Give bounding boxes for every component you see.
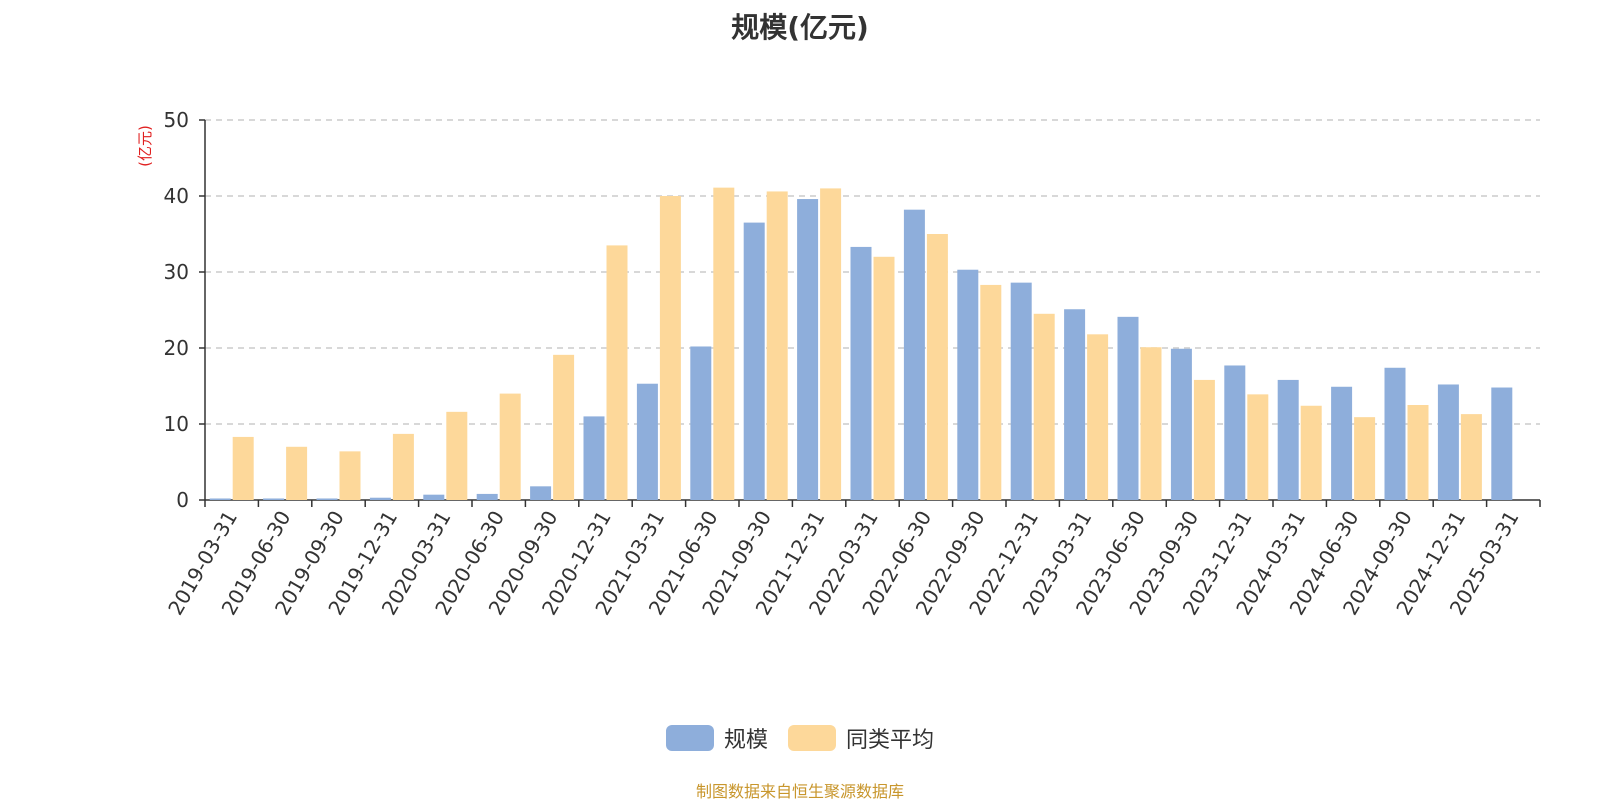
- bar-scale[interactable]: [636, 383, 658, 500]
- bar-scale[interactable]: [423, 494, 445, 500]
- bar-scale[interactable]: [209, 498, 231, 500]
- legend: 规模 同类平均: [0, 722, 1600, 754]
- bar-peer-average[interactable]: [1140, 347, 1162, 500]
- legend-swatch-peer-average: [788, 725, 836, 751]
- chart-title: 规模(亿元): [731, 11, 869, 44]
- bar-scale[interactable]: [530, 486, 552, 500]
- bar-scale[interactable]: [797, 199, 819, 501]
- bar-peer-average[interactable]: [766, 191, 788, 500]
- bar-scale[interactable]: [1010, 282, 1032, 500]
- bar-scale[interactable]: [957, 269, 979, 500]
- bar-scale[interactable]: [583, 416, 605, 500]
- bar-scale[interactable]: [743, 222, 765, 500]
- bar-peer-average[interactable]: [1193, 379, 1215, 500]
- legend-swatch-scale: [665, 725, 714, 751]
- bar-peer-average[interactable]: [713, 187, 735, 500]
- bar-peer-average[interactable]: [1460, 414, 1482, 500]
- y-tick-label: 20: [164, 336, 189, 360]
- bar-scale[interactable]: [369, 497, 391, 500]
- y-tick-label: 30: [164, 260, 189, 284]
- y-tick-label: 40: [164, 184, 189, 208]
- bar-scale[interactable]: [1064, 309, 1086, 500]
- bar-scale[interactable]: [903, 209, 925, 500]
- bar-scale[interactable]: [1117, 316, 1139, 500]
- bar-scale[interactable]: [1331, 386, 1353, 500]
- bar-peer-average[interactable]: [1087, 334, 1109, 500]
- bar-peer-average[interactable]: [286, 446, 308, 500]
- bar-scale[interactable]: [1224, 365, 1246, 500]
- bar-peer-average[interactable]: [392, 433, 414, 500]
- bar-scale[interactable]: [476, 493, 498, 500]
- bar-peer-average[interactable]: [926, 234, 948, 500]
- legend-item-peer-average[interactable]: 同类平均: [788, 722, 934, 754]
- bar-peer-average[interactable]: [1247, 394, 1269, 500]
- bar-peer-average[interactable]: [1407, 405, 1429, 500]
- bar-scale[interactable]: [316, 498, 338, 500]
- y-tick-label: 50: [164, 108, 189, 132]
- bar-scale[interactable]: [690, 346, 712, 500]
- bar-peer-average[interactable]: [339, 451, 361, 500]
- bar-scale[interactable]: [1384, 367, 1406, 500]
- bar-peer-average[interactable]: [873, 256, 895, 500]
- bar-peer-average[interactable]: [1033, 313, 1055, 500]
- bar-peer-average[interactable]: [606, 245, 628, 500]
- y-tick-label: 0: [176, 488, 189, 512]
- bar-peer-average[interactable]: [1354, 417, 1376, 500]
- bar-scale[interactable]: [1277, 379, 1299, 500]
- bar-peer-average[interactable]: [499, 393, 521, 500]
- bar-peer-average[interactable]: [1300, 405, 1322, 500]
- y-axis-label: (亿元): [136, 125, 154, 167]
- legend-label-scale: 规模: [723, 728, 768, 753]
- source-note: 制图数据来自恒生聚源数据库: [695, 782, 904, 801]
- bar-peer-average[interactable]: [232, 436, 254, 500]
- bar-scale[interactable]: [1170, 348, 1192, 500]
- bar-peer-average[interactable]: [446, 411, 468, 500]
- bar-peer-average[interactable]: [820, 188, 842, 500]
- bar-peer-average[interactable]: [659, 196, 681, 500]
- bar-peer-average[interactable]: [553, 354, 575, 500]
- bar-scale[interactable]: [263, 498, 285, 500]
- y-tick-label: 10: [164, 412, 189, 436]
- bar-scale[interactable]: [1491, 387, 1513, 500]
- bar-scale[interactable]: [850, 246, 872, 500]
- legend-label-peer-average: 同类平均: [846, 728, 935, 753]
- bar-peer-average[interactable]: [980, 284, 1002, 500]
- legend-item-scale[interactable]: 规模: [665, 722, 768, 754]
- bar-scale[interactable]: [1437, 384, 1459, 500]
